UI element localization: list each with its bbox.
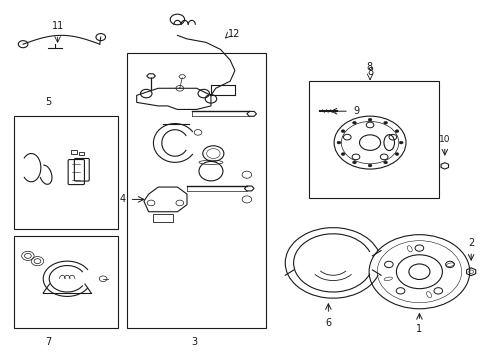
Bar (71, 150, 77, 154)
Text: 3: 3 (191, 337, 197, 347)
Circle shape (394, 130, 398, 132)
Text: 1: 1 (415, 324, 422, 334)
Text: 6: 6 (325, 318, 331, 328)
Circle shape (352, 121, 356, 124)
Bar (79, 152, 84, 154)
Circle shape (352, 161, 356, 164)
Text: 8: 8 (366, 62, 371, 72)
Text: 12: 12 (227, 28, 240, 39)
Text: 5: 5 (45, 98, 51, 107)
Text: 11: 11 (51, 21, 63, 31)
Circle shape (341, 130, 345, 132)
Text: 9: 9 (353, 106, 359, 116)
Circle shape (383, 161, 387, 164)
Text: 4: 4 (120, 194, 126, 204)
Circle shape (394, 153, 398, 156)
Text: 7: 7 (45, 337, 51, 347)
Bar (15, 117, 117, 229)
Circle shape (367, 164, 371, 167)
Circle shape (383, 121, 387, 124)
Circle shape (399, 141, 402, 144)
Text: 10: 10 (438, 135, 449, 144)
Circle shape (341, 153, 345, 156)
Bar (15, 237, 117, 328)
Circle shape (336, 141, 340, 144)
Bar (127, 53, 265, 328)
Bar (308, 81, 438, 198)
Text: 8: 8 (366, 67, 372, 77)
Bar (153, 213, 172, 222)
Text: 2: 2 (467, 238, 473, 248)
Circle shape (367, 118, 371, 121)
